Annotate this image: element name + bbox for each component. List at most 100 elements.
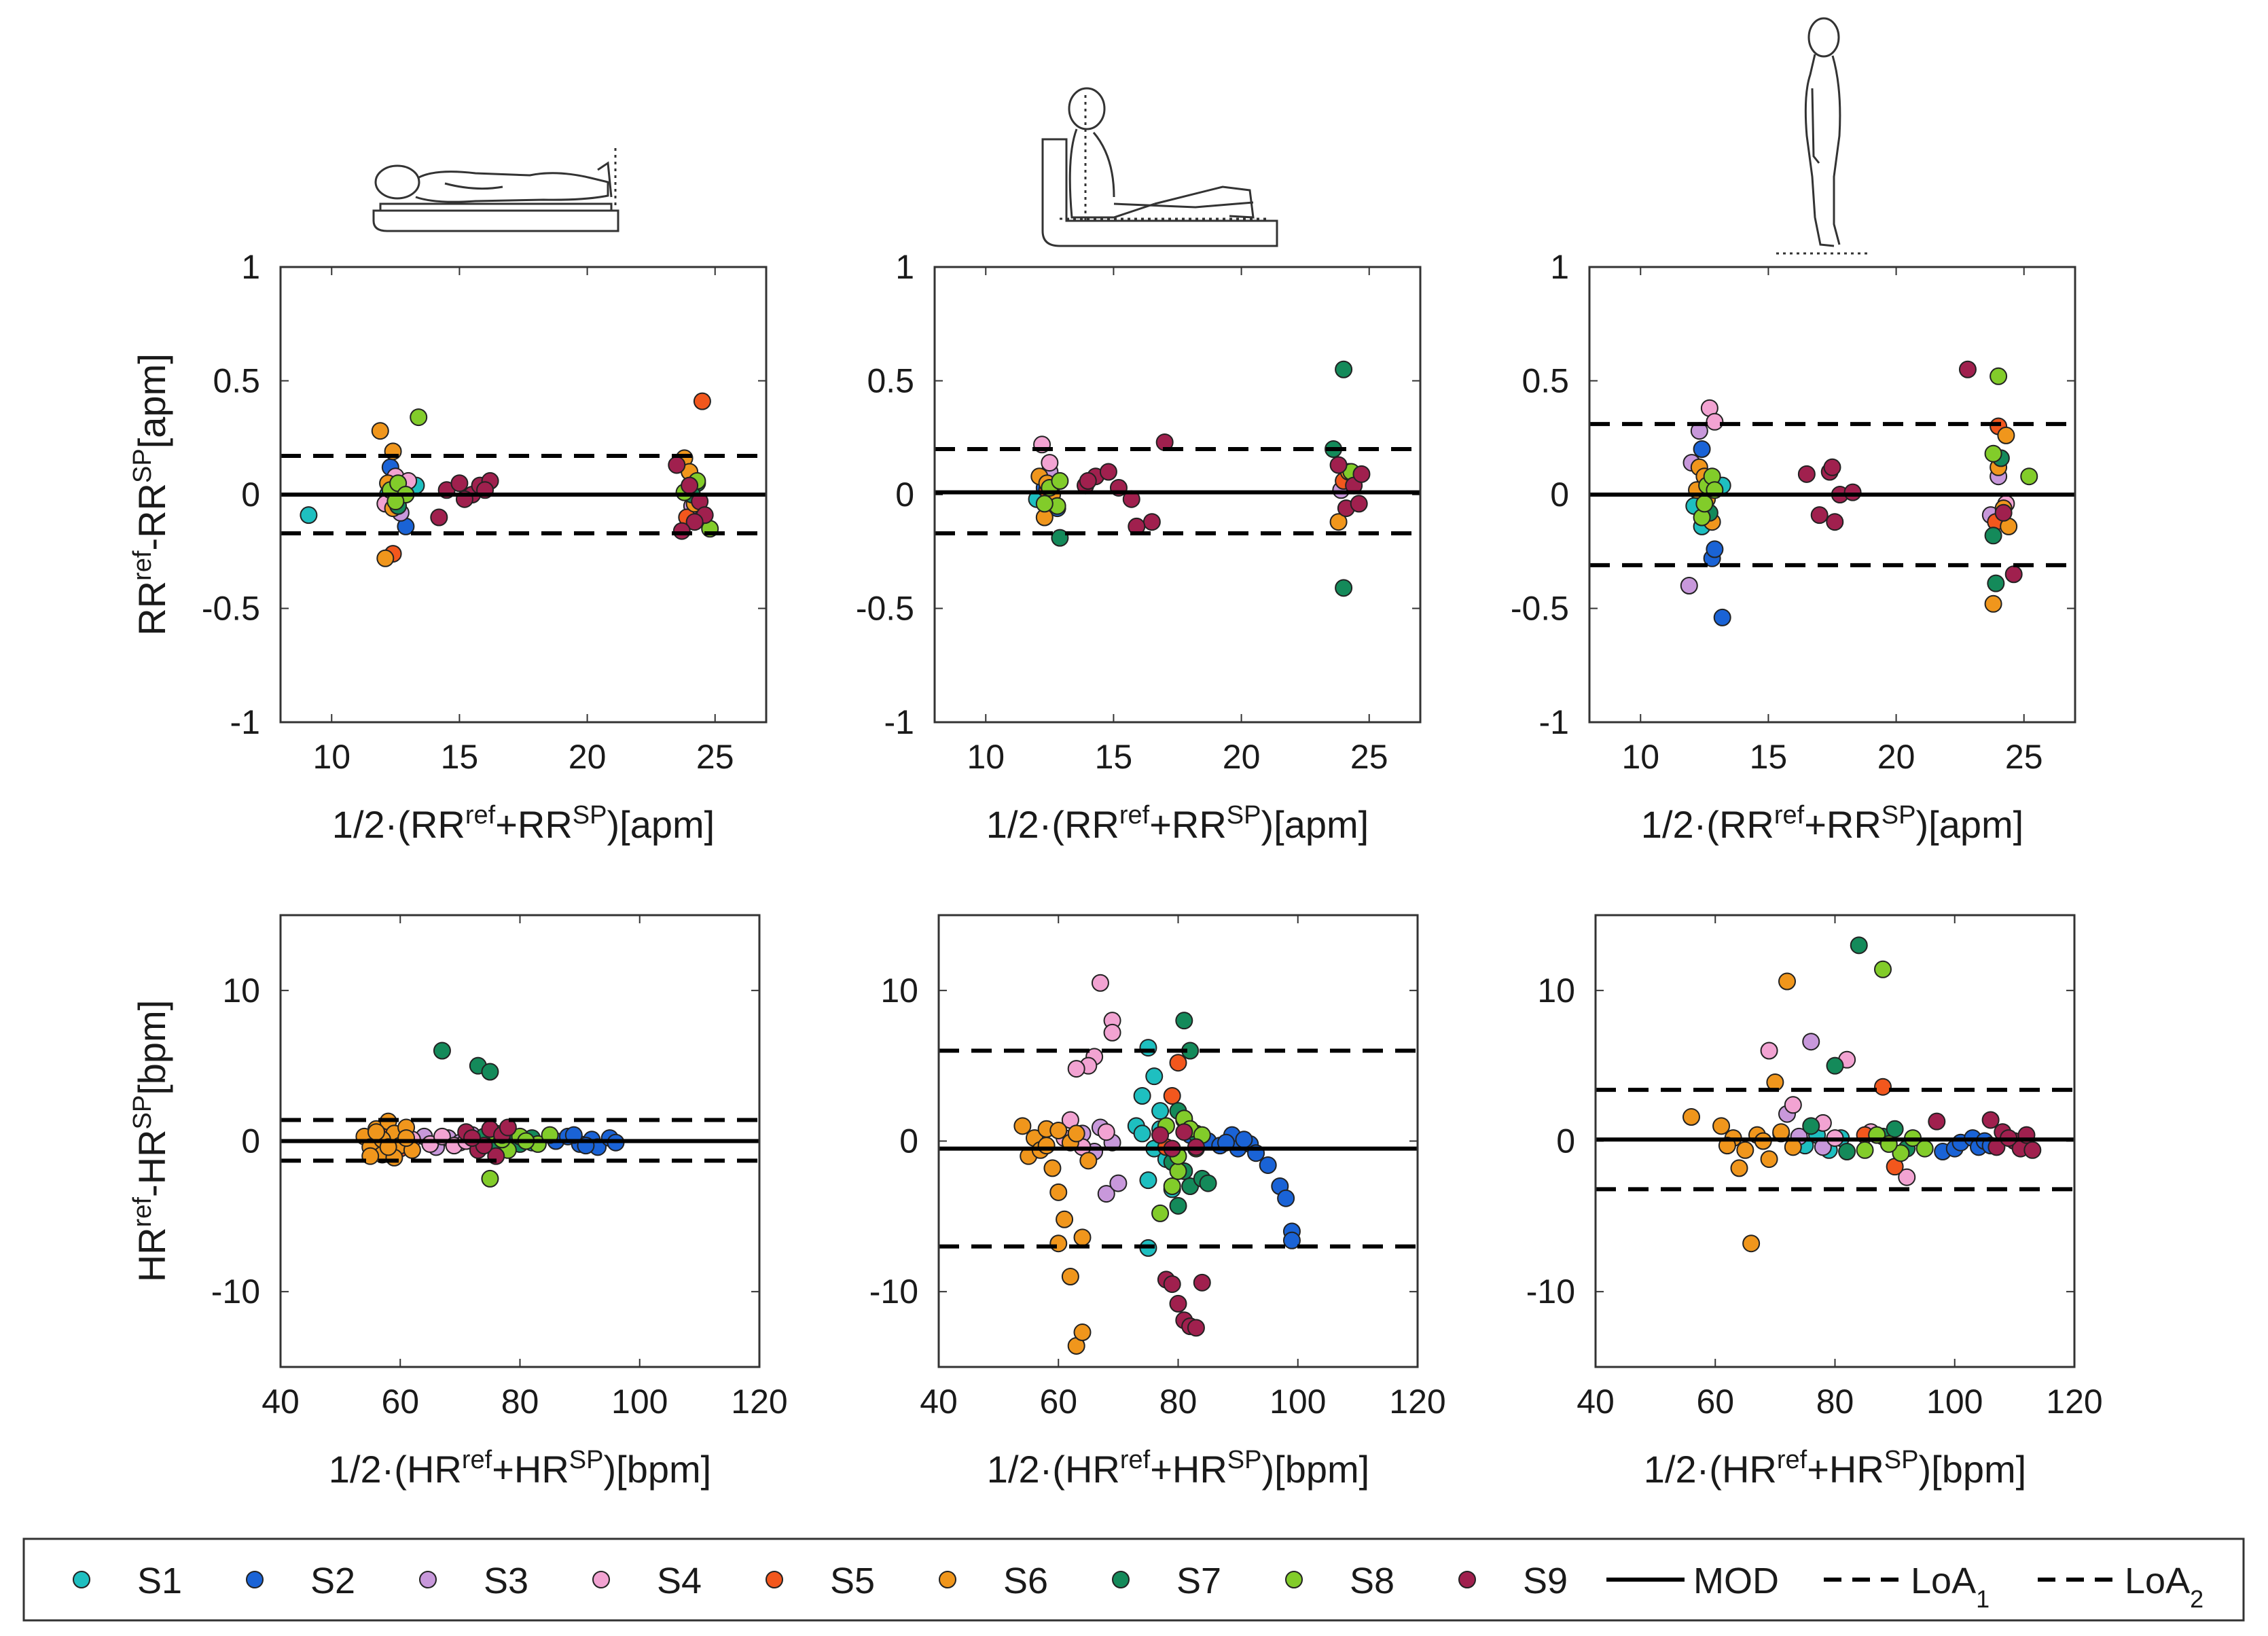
y-tick-label: 0.5 <box>1522 362 1569 400</box>
point-s8 <box>1857 1142 1873 1158</box>
point-s8 <box>1152 1205 1168 1222</box>
point-s8 <box>1170 1163 1187 1179</box>
point-s4 <box>1706 414 1723 430</box>
point-s9 <box>451 475 467 491</box>
y-axis-label: HRref-HRSP[bpm] <box>128 1000 173 1283</box>
x-tick-label: 120 <box>1389 1383 1445 1421</box>
x-tick-label: 60 <box>381 1383 419 1421</box>
y-tick-label: -1 <box>1539 703 1569 741</box>
point-s6 <box>1713 1118 1729 1134</box>
x-tick-label: 120 <box>2046 1383 2102 1421</box>
point-s7 <box>1176 1012 1192 1029</box>
point-s4 <box>1041 455 1058 471</box>
point-s9 <box>2024 1142 2040 1158</box>
y-tick-label: -0.5 <box>856 590 914 628</box>
point-s1 <box>1134 1088 1151 1104</box>
point-s9 <box>1152 1127 1168 1143</box>
point-s9 <box>668 457 685 473</box>
supine-figure-icon <box>374 148 618 231</box>
x-tick-label: 20 <box>569 738 607 776</box>
y-tick-label: -1 <box>230 703 260 741</box>
point-s9 <box>1331 457 1347 473</box>
point-s9 <box>2006 566 2022 582</box>
point-s7 <box>1887 1121 1903 1137</box>
point-s2 <box>1278 1190 1294 1207</box>
point-s2 <box>1260 1157 1276 1173</box>
y-tick-label: 1 <box>241 248 260 286</box>
legend-label: MOD <box>1693 1561 1779 1601</box>
panel-hr-sitting: 40 60 80 100 120-100101/2·(HRref+HRSP)[bpm] <box>869 915 1446 1491</box>
legend-label: S1 <box>137 1561 182 1601</box>
y-tick-label: 0 <box>1550 476 1569 514</box>
point-s5 <box>1164 1088 1181 1104</box>
point-s8 <box>2021 468 2037 484</box>
point-s7 <box>1987 575 2004 592</box>
x-tick-label: 80 <box>1816 1383 1854 1421</box>
point-s9 <box>1164 1276 1181 1292</box>
legend-label: S7 <box>1176 1561 1221 1601</box>
legend-label: S4 <box>657 1561 702 1601</box>
legend-marker <box>420 1571 436 1588</box>
y-tick-label: 1 <box>1550 248 1569 286</box>
point-s9 <box>1170 1296 1187 1312</box>
point-s7 <box>1335 580 1352 596</box>
point-s6 <box>1075 1229 1091 1245</box>
x-tick-label: 100 <box>1270 1383 1326 1421</box>
point-s9 <box>1928 1114 1945 1130</box>
point-s4 <box>1092 975 1109 991</box>
x-axis-label: 1/2·(RRref+RRSP)[apm] <box>1641 801 2023 846</box>
point-s6 <box>398 1130 414 1146</box>
y-tick-label: -10 <box>211 1273 260 1311</box>
x-tick-label: 10 <box>1621 738 1659 776</box>
point-s6 <box>1050 1122 1066 1139</box>
point-s6 <box>1050 1235 1066 1251</box>
x-tick-label: 100 <box>1926 1383 1983 1421</box>
point-s7 <box>1827 1058 1843 1074</box>
x-tick-label: 20 <box>1223 738 1261 776</box>
x-tick-label: 40 <box>262 1383 300 1421</box>
panel-rr-supine: 10 15 20 25 -1 -0.5 0 0.5 1 1/2·(RRref+RRSP)[apm]… <box>128 248 766 846</box>
point-s5 <box>1875 1079 1891 1095</box>
point-s6 <box>1683 1109 1699 1125</box>
standing-figure-icon <box>1776 18 1871 253</box>
point-s6 <box>1731 1160 1748 1176</box>
x-tick-label: 15 <box>1095 738 1133 776</box>
point-s7 <box>1839 1143 1855 1160</box>
point-s4 <box>1068 1061 1085 1077</box>
point-s8 <box>482 1171 498 1187</box>
point-s6 <box>1743 1235 1759 1251</box>
x-tick-label: 20 <box>1877 738 1915 776</box>
point-s9 <box>1188 1319 1204 1336</box>
legend-label: S9 <box>1523 1561 1568 1601</box>
point-s9 <box>1351 495 1367 512</box>
y-tick-label: 0 <box>1556 1122 1575 1160</box>
legend-marker <box>247 1571 263 1588</box>
point-s6 <box>1075 1324 1091 1340</box>
point-s3 <box>1110 1175 1126 1192</box>
x-axis-label: 1/2·(HRref+HRSP)[bpm] <box>329 1446 711 1491</box>
y-tick-label: 10 <box>880 972 918 1010</box>
point-s2 <box>1714 609 1731 626</box>
point-s2 <box>1694 441 1710 457</box>
x-tick-label: 15 <box>1750 738 1788 776</box>
panel-hr-supine: 40 60 80 100 120 -10 0 10 1/2·(HRref+HRSP)[bpm] H… <box>128 915 788 1491</box>
point-s5 <box>1170 1054 1187 1071</box>
point-s2 <box>1236 1131 1252 1148</box>
legend-marker <box>1286 1571 1302 1588</box>
point-s4 <box>1761 1043 1778 1059</box>
x-tick-label: 10 <box>967 738 1005 776</box>
point-s9 <box>1824 459 1841 476</box>
point-s1 <box>1152 1103 1168 1119</box>
x-tick-label: 10 <box>312 738 350 776</box>
y-tick-label: -10 <box>1526 1273 1575 1311</box>
x-tick-label: 25 <box>1350 738 1388 776</box>
y-tick-label: 1 <box>895 248 914 286</box>
point-s3 <box>1681 577 1697 594</box>
y-tick-label: 0.5 <box>213 362 260 400</box>
point-s6 <box>372 423 389 439</box>
legend-marker <box>1113 1571 1129 1588</box>
point-s9 <box>1080 473 1096 489</box>
y-tick-label: -10 <box>869 1273 918 1311</box>
point-s7 <box>1985 527 2002 544</box>
x-tick-label: 80 <box>501 1383 539 1421</box>
